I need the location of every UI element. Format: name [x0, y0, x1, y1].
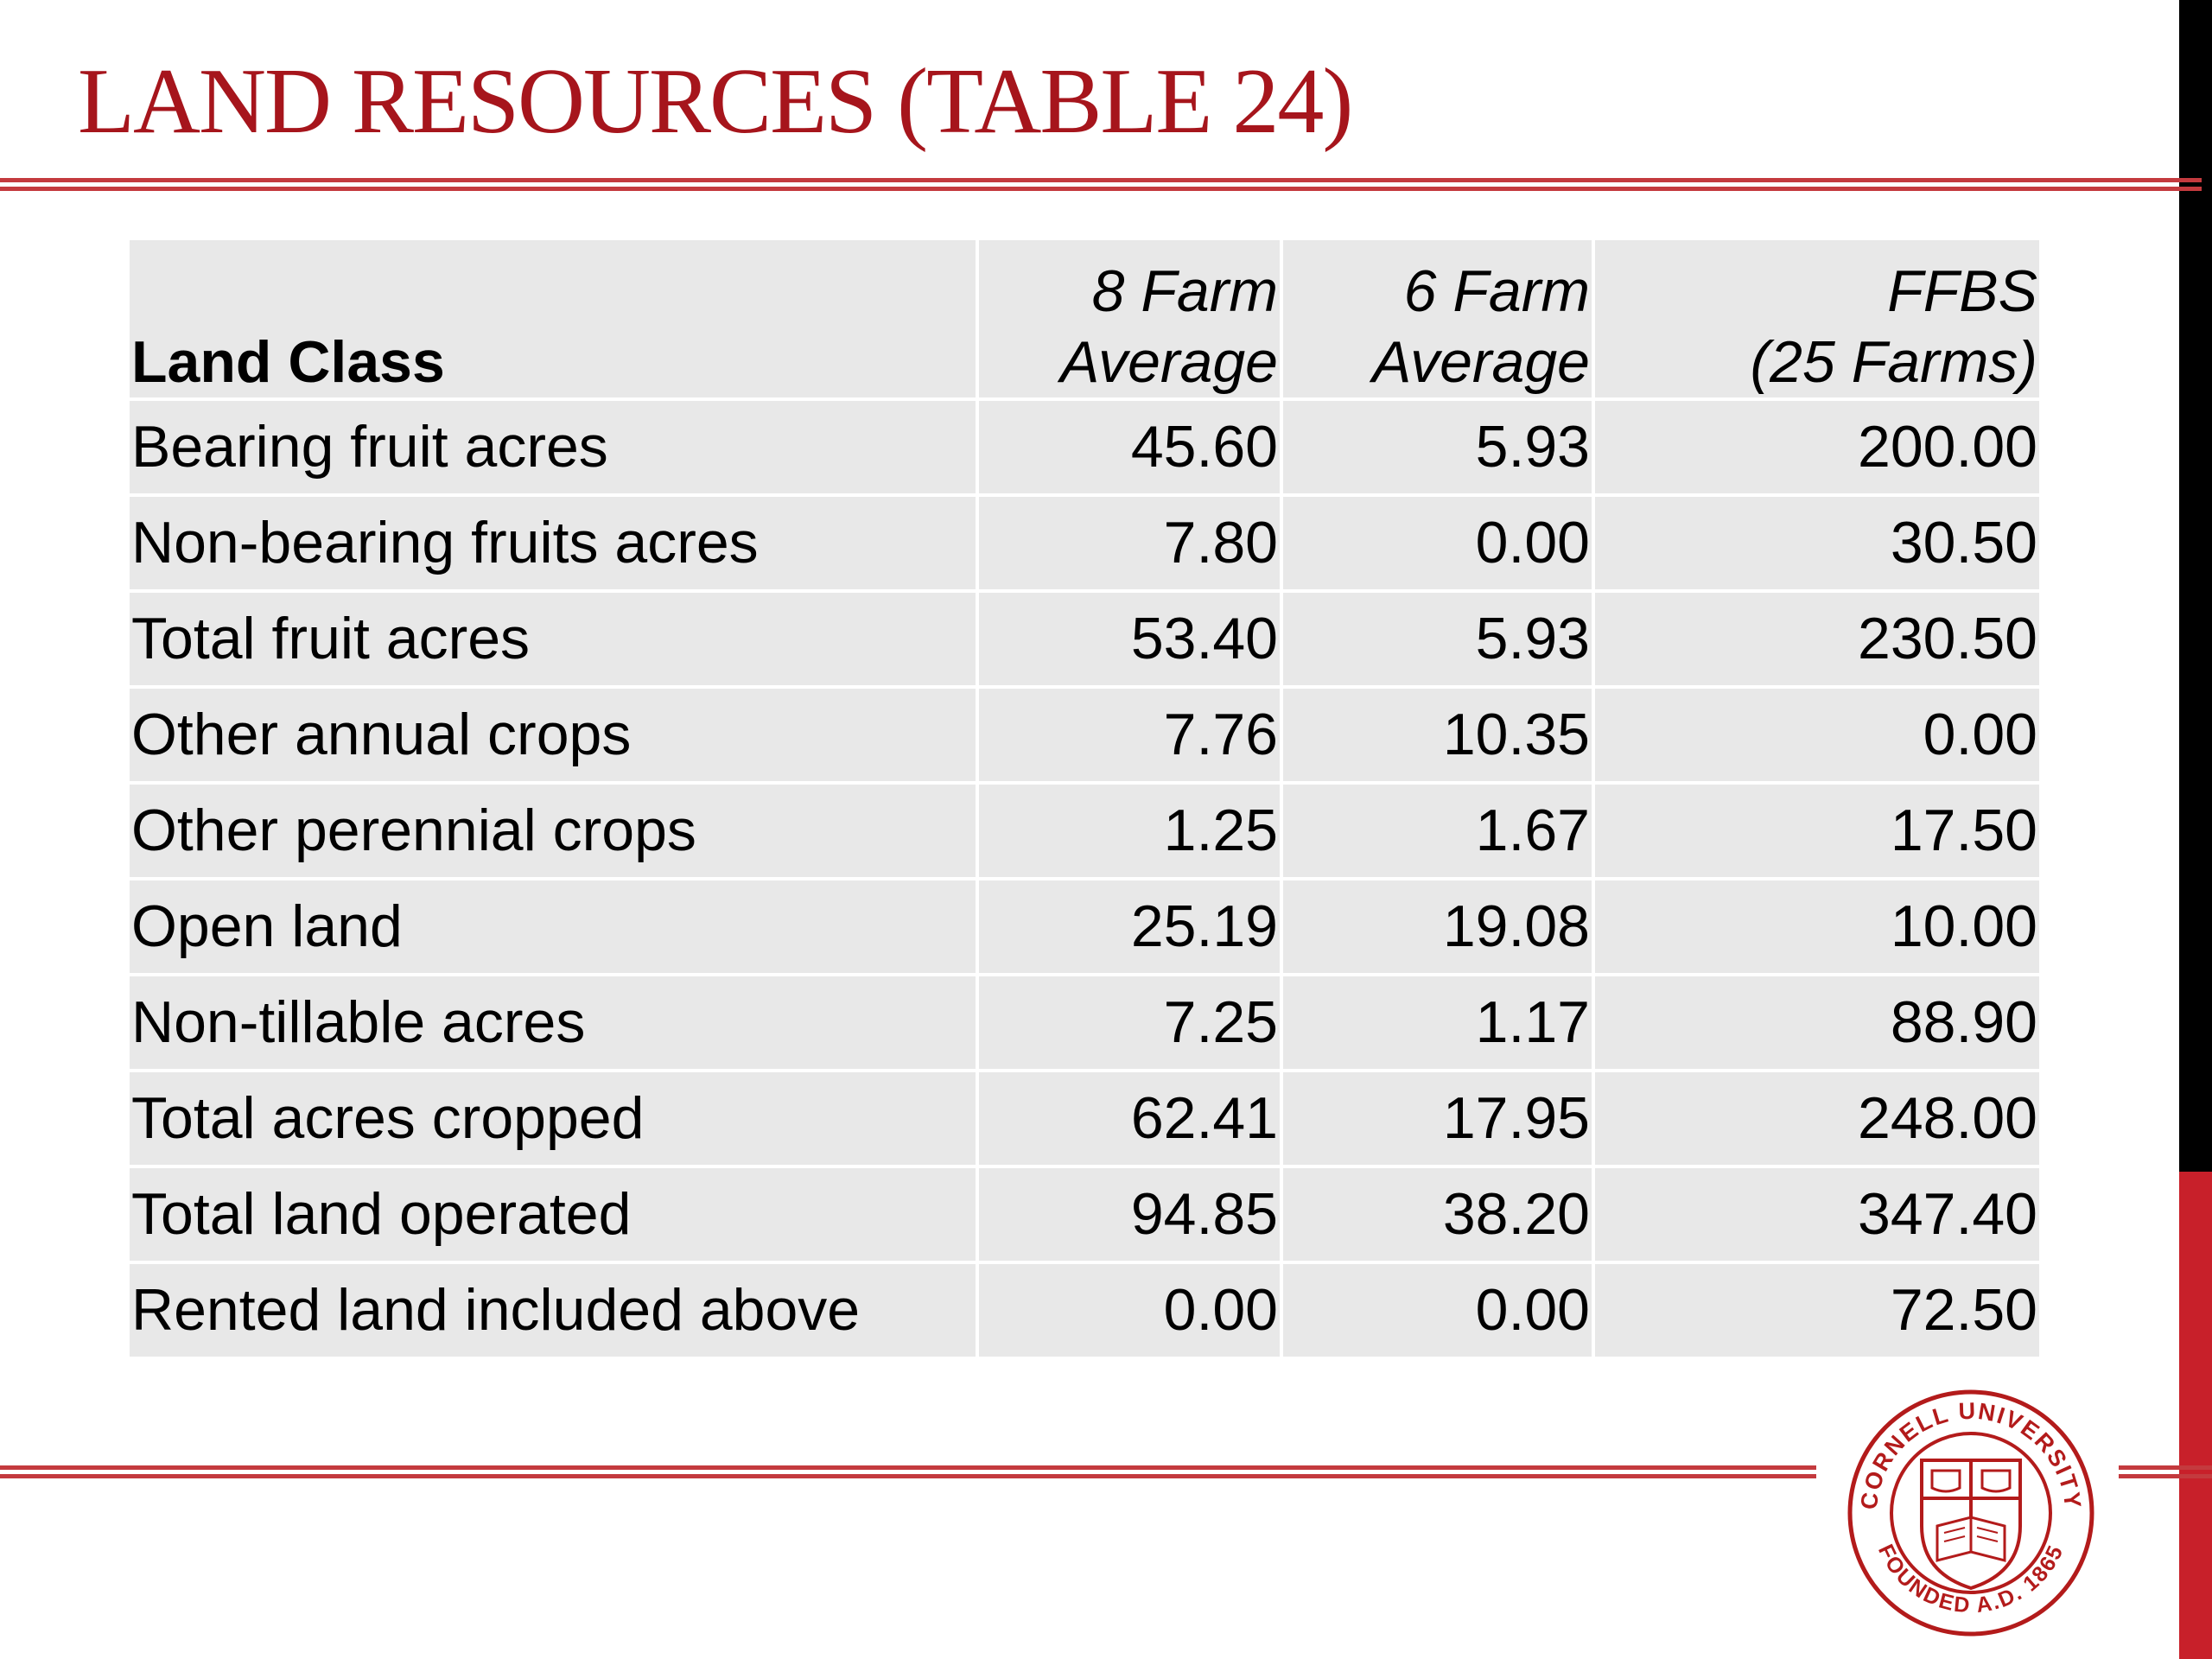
cell-6-farm: 38.20 — [1283, 1168, 1592, 1261]
cell-ffbs: 230.50 — [1595, 593, 2039, 685]
cell-6-farm: 1.17 — [1283, 976, 1592, 1069]
table-row: Bearing fruit acres 45.60 5.93 200.00 — [130, 401, 2039, 493]
header-6-farm-line-2: Average — [1371, 329, 1590, 395]
row-label: Total land operated — [130, 1168, 976, 1261]
cell-8-farm: 45.60 — [979, 401, 1280, 493]
footer-divider-left — [0, 1465, 1816, 1479]
cell-8-farm: 62.41 — [979, 1072, 1280, 1165]
row-label: Non-bearing fruits acres — [130, 497, 976, 589]
cell-8-farm: 7.25 — [979, 976, 1280, 1069]
right-accent-bar-red — [2179, 1172, 2212, 1659]
table-row: Other perennial crops 1.25 1.67 17.50 — [130, 785, 2039, 877]
row-label: Total fruit acres — [130, 593, 976, 685]
land-resources-table: Land Class 8 Farm Average 6 Farm Average… — [126, 237, 2043, 1360]
cell-8-farm: 7.80 — [979, 497, 1280, 589]
logo-shield-icon — [1920, 1459, 2022, 1591]
header-6-farm-average: 6 Farm Average — [1283, 240, 1592, 397]
cell-ffbs: 248.00 — [1595, 1072, 2039, 1165]
cell-6-farm: 0.00 — [1283, 497, 1592, 589]
row-label: Rented land included above — [130, 1264, 976, 1357]
table-row: Other annual crops 7.76 10.35 0.00 — [130, 689, 2039, 781]
row-label: Total acres cropped — [130, 1072, 976, 1165]
title-divider — [0, 178, 2202, 192]
cell-ffbs: 72.50 — [1595, 1264, 2039, 1357]
cell-ffbs: 88.90 — [1595, 976, 2039, 1069]
cell-8-farm: 25.19 — [979, 880, 1280, 973]
row-label: Bearing fruit acres — [130, 401, 976, 493]
row-label: Other perennial crops — [130, 785, 976, 877]
cell-6-farm: 10.35 — [1283, 689, 1592, 781]
header-ffbs-line-2: (25 Farms) — [1750, 329, 2037, 395]
table-row: Non-tillable acres 7.25 1.17 88.90 — [130, 976, 2039, 1069]
header-8-farm-average: 8 Farm Average — [979, 240, 1280, 397]
footer-divider-right — [2119, 1465, 2212, 1479]
cell-ffbs: 17.50 — [1595, 785, 2039, 877]
table-header-row: Land Class 8 Farm Average 6 Farm Average… — [130, 240, 2039, 397]
cell-8-farm: 1.25 — [979, 785, 1280, 877]
slide-title: LAND RESOURCES (TABLE 24) — [78, 50, 1353, 153]
cell-6-farm: 0.00 — [1283, 1264, 1592, 1357]
table-row: Rented land included above 0.00 0.00 72.… — [130, 1264, 2039, 1357]
cell-ffbs: 10.00 — [1595, 880, 2039, 973]
cell-8-farm: 0.00 — [979, 1264, 1280, 1357]
cell-6-farm: 17.95 — [1283, 1072, 1592, 1165]
cell-6-farm: 19.08 — [1283, 880, 1592, 973]
cell-6-farm: 5.93 — [1283, 593, 1592, 685]
table-row: Total fruit acres 53.40 5.93 230.50 — [130, 593, 2039, 685]
cell-8-farm: 94.85 — [979, 1168, 1280, 1261]
header-ffbs-line-1: FFBS — [1887, 258, 2037, 324]
header-8-farm-line-2: Average — [1059, 329, 1278, 395]
header-6-farm-line-1: 6 Farm — [1403, 258, 1590, 324]
header-land-class: Land Class — [130, 240, 976, 397]
table-row: Total land operated 94.85 38.20 347.40 — [130, 1168, 2039, 1261]
cell-8-farm: 7.76 — [979, 689, 1280, 781]
cell-6-farm: 5.93 — [1283, 401, 1592, 493]
cell-8-farm: 53.40 — [979, 593, 1280, 685]
header-8-farm-line-1: 8 Farm — [1091, 258, 1278, 324]
cell-ffbs: 200.00 — [1595, 401, 2039, 493]
table-row: Open land 25.19 19.08 10.00 — [130, 880, 2039, 973]
header-ffbs: FFBS (25 Farms) — [1595, 240, 2039, 397]
row-label: Open land — [130, 880, 976, 973]
row-label: Non-tillable acres — [130, 976, 976, 1069]
cell-ffbs: 0.00 — [1595, 689, 2039, 781]
cell-ffbs: 30.50 — [1595, 497, 2039, 589]
row-label: Other annual crops — [130, 689, 976, 781]
table-row: Non-bearing fruits acres 7.80 0.00 30.50 — [130, 497, 2039, 589]
cornell-seal-logo: CORNELL UNIVERSITY FOUNDED A.D. 1865 — [1847, 1389, 2094, 1637]
cell-ffbs: 347.40 — [1595, 1168, 2039, 1261]
cell-6-farm: 1.67 — [1283, 785, 1592, 877]
right-accent-bar-black — [2179, 0, 2212, 1172]
table-row: Total acres cropped 62.41 17.95 248.00 — [130, 1072, 2039, 1165]
